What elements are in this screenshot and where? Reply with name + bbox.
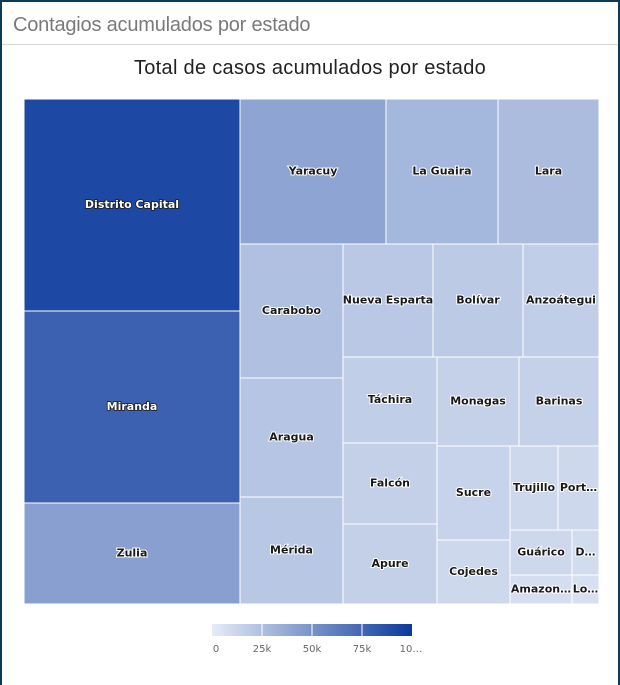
tile-label-apure: Apure	[371, 557, 408, 570]
tile-lo[interactable]	[571, 574, 600, 605]
tile-label-merida: Mérida	[270, 544, 313, 557]
tile-label-lara: Lara	[535, 165, 562, 178]
tile-nueva-esparta[interactable]	[342, 243, 434, 358]
tile-bolivar[interactable]	[432, 243, 524, 358]
tile-aragua[interactable]	[239, 377, 344, 498]
tile-trujillo[interactable]	[509, 445, 559, 531]
panel-header: Contagios acumulados por estado	[2, 2, 618, 45]
tile-label-distrito-capital: Distrito Capital	[85, 198, 179, 211]
tile-lara[interactable]	[497, 98, 600, 245]
tile-falcon[interactable]	[342, 442, 438, 525]
tile-label-cojedes: Cojedes	[449, 565, 498, 578]
tile-label-barinas: Barinas	[536, 395, 583, 408]
tile-label-monagas: Monagas	[450, 395, 506, 408]
tile-label-bolivar: Bolívar	[456, 294, 500, 307]
panel-title: Contagios acumulados por estado	[13, 14, 311, 36]
tile-label-sucre: Sucre	[456, 486, 491, 499]
tile-label-guarico: Guárico	[517, 546, 565, 559]
tile-label-d: D…	[575, 546, 595, 559]
tile-carabobo[interactable]	[239, 243, 344, 379]
tile-label-miranda: Miranda	[107, 400, 158, 413]
tile-miranda[interactable]	[23, 310, 241, 504]
tile-label-carabobo: Carabobo	[262, 304, 322, 317]
tile-yaracuy[interactable]	[239, 98, 387, 245]
tile-monagas[interactable]	[436, 356, 520, 447]
tile-label-zulia: Zulia	[117, 547, 148, 560]
chart-title: Total de casos acumulados por estado	[133, 57, 487, 79]
legend-tick-label: 25k	[253, 644, 272, 655]
tile-label-trujillo: Trujillo	[513, 481, 556, 494]
tile-d[interactable]	[571, 529, 600, 576]
tile-zulia[interactable]	[23, 502, 241, 605]
tile-la-guaira[interactable]	[385, 98, 499, 245]
tile-label-lo: Lo…	[573, 583, 599, 596]
tile-port[interactable]	[557, 445, 600, 531]
legend-tick-label: 10…	[400, 644, 423, 655]
tile-label-nueva-esparta: Nueva Esparta	[343, 294, 433, 307]
tile-guarico[interactable]	[509, 529, 573, 576]
tile-label-port: Port…	[560, 481, 597, 494]
legend-tick-label: 50k	[303, 644, 322, 655]
tile-label-anzoategui: Anzoátegui	[526, 294, 596, 307]
tile-label-la-guaira: La Guaira	[412, 165, 471, 178]
tile-anzoategui[interactable]	[522, 243, 600, 358]
tile-label-aragua: Aragua	[269, 431, 314, 444]
tile-label-falcon: Falcón	[370, 477, 410, 490]
tile-label-yaracuy: Yaracuy	[288, 165, 338, 178]
legend-tick-label: 0	[213, 644, 219, 655]
legend-tick-label: 75k	[353, 644, 372, 655]
tile-label-amazon: Amazon…	[511, 583, 571, 596]
tile-merida[interactable]	[239, 496, 344, 605]
tile-label-tachira: Táchira	[368, 393, 412, 406]
